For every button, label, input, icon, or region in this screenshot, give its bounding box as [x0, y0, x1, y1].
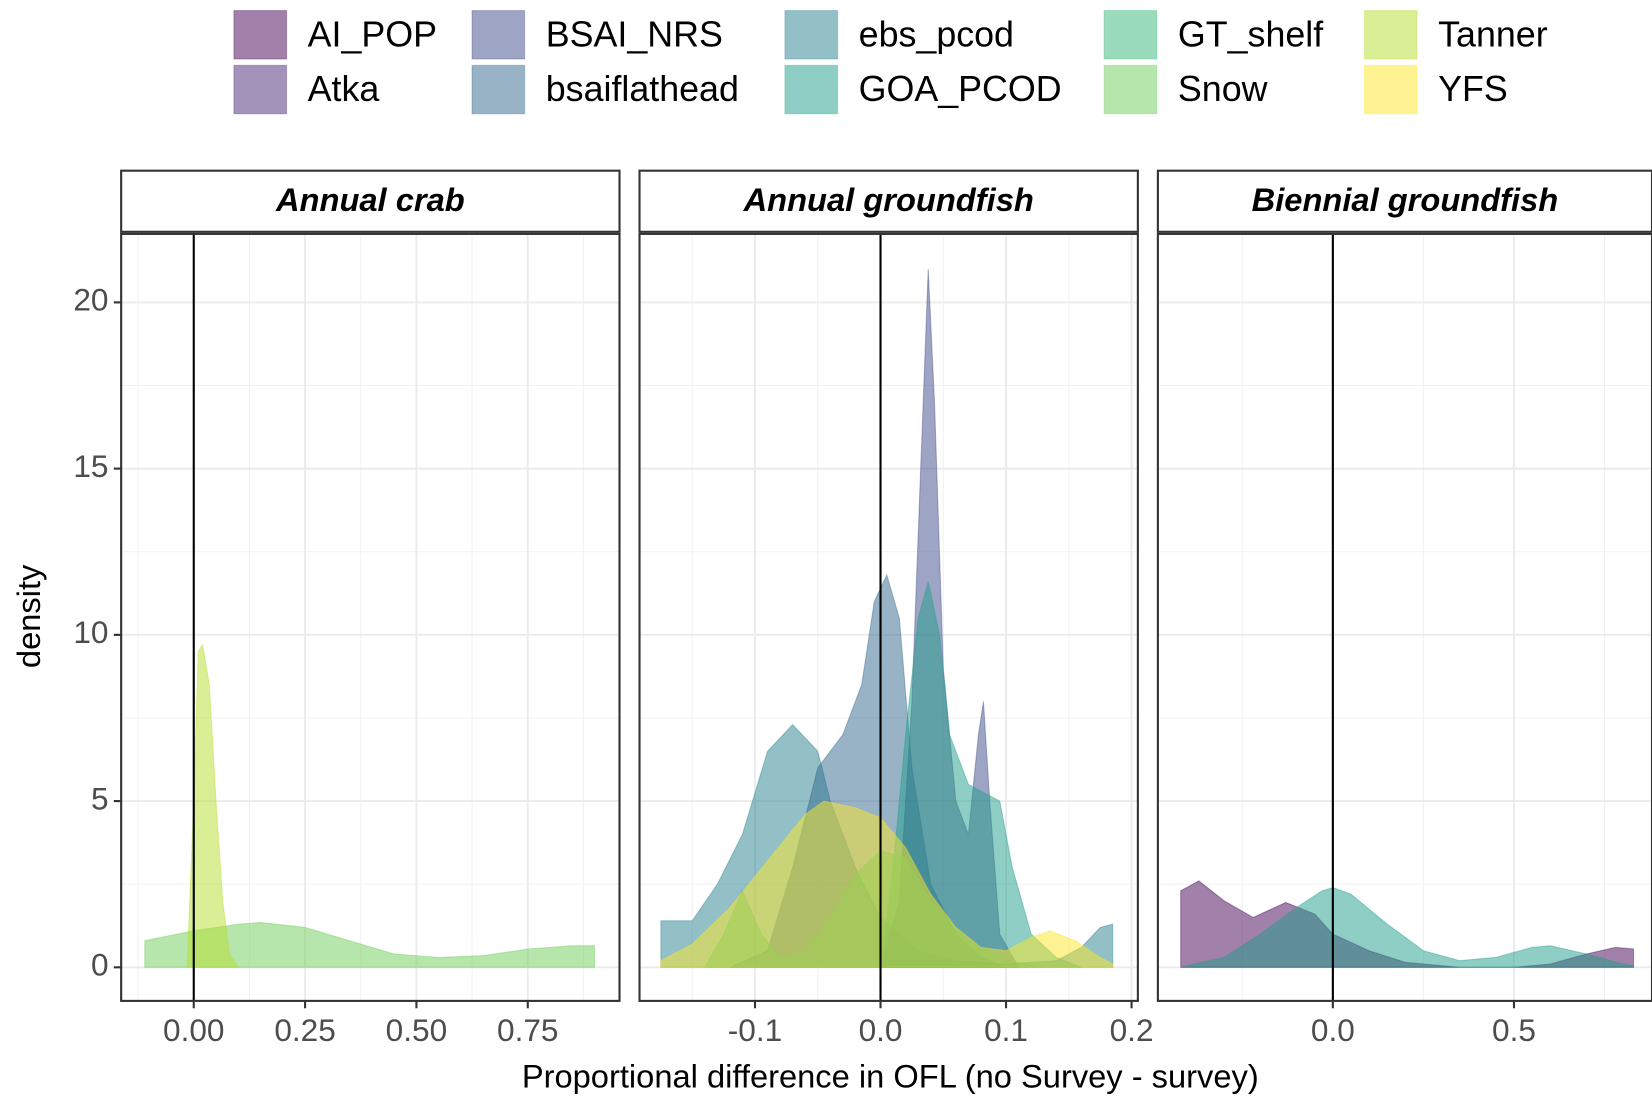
x-tick-label: 0.75 — [497, 1012, 559, 1048]
panel-border — [120, 232, 621, 1002]
x-tick-label: 0.0 — [859, 1012, 903, 1048]
strip — [120, 169, 621, 233]
strip — [1156, 169, 1652, 233]
strip-title: Annual groundfish — [743, 181, 1034, 218]
legend-key — [233, 10, 288, 60]
legend-label: YFS — [1438, 69, 1508, 109]
x-tick-label: 0.5 — [1492, 1012, 1536, 1048]
legend-label: AI_POP — [308, 14, 437, 54]
panel: Biennial groundfish 0.0 0.5 — [1156, 169, 1652, 1048]
legend-label: Atka — [308, 69, 380, 109]
x-tick-label: 0.50 — [386, 1012, 448, 1048]
density-area — [1180, 886, 1635, 968]
x-tick-label: 0.0 — [1311, 1012, 1355, 1048]
legend-key — [1103, 64, 1158, 115]
y-tick-label: 15 — [73, 448, 108, 484]
legend-key — [471, 10, 526, 60]
y-tick-label: 0 — [91, 947, 109, 983]
x-tick-label: 0.25 — [274, 1012, 335, 1048]
strip-title: Annual crab — [275, 181, 465, 218]
legend-key — [784, 10, 839, 60]
y-tick-label: 10 — [73, 614, 108, 650]
legend-key — [1363, 64, 1418, 115]
legend-key — [1363, 10, 1418, 60]
legend-label: GOA_PCOD — [859, 69, 1062, 109]
strip — [638, 169, 1139, 233]
legend-label: BSAI_NRS — [546, 14, 723, 54]
legend-label: Tanner — [1438, 14, 1548, 54]
density-area — [186, 643, 240, 968]
x-tick-label: 0.2 — [1110, 1012, 1154, 1048]
strip-title: Biennial groundfish — [1252, 181, 1559, 218]
y-tick-label: 5 — [91, 780, 109, 816]
panel-border — [1156, 232, 1652, 1002]
y-axis-label: density — [10, 564, 47, 668]
legend-key — [1103, 10, 1158, 60]
legend-label: bsaiflathead — [546, 69, 739, 109]
panel-border — [638, 232, 1139, 1002]
x-tick-label: 0.00 — [163, 1012, 225, 1048]
legend-key — [784, 64, 839, 115]
legend-label: Snow — [1178, 69, 1268, 109]
legend-label: GT_shelf — [1178, 14, 1323, 54]
y-tick-label: 20 — [73, 282, 108, 318]
panel: Annual groundfish -0.1 0.0 0.1 0.2 — [638, 169, 1154, 1048]
x-tick-label: -0.1 — [728, 1012, 782, 1048]
density-area — [660, 800, 1114, 968]
x-axis-label: Proportional difference in OFL (no Surve… — [522, 1057, 1259, 1094]
legend-key — [471, 64, 526, 115]
legend-label: ebs_pcod — [859, 14, 1014, 54]
panel: Annual crab 0.00 0.25 0.50 0.75 0 5 10 15 20 — [73, 169, 621, 1048]
x-tick-label: 0.1 — [984, 1012, 1028, 1048]
legend-key — [233, 64, 288, 115]
panel-background — [1157, 233, 1652, 1001]
